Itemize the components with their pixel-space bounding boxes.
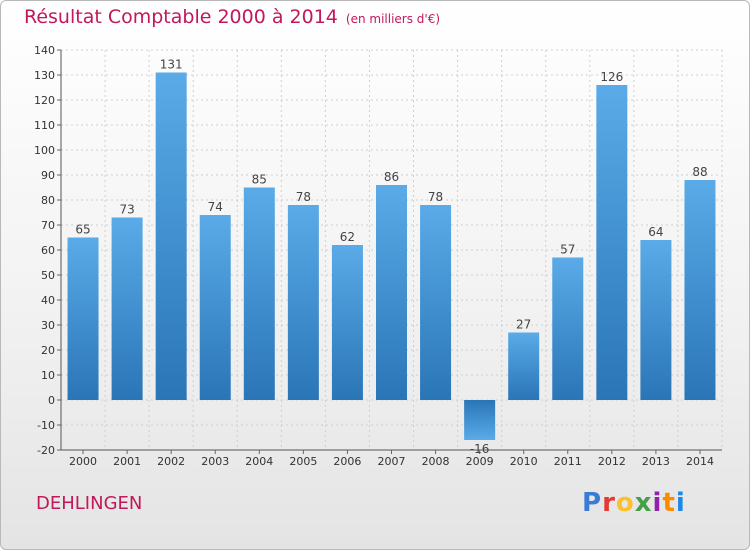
commune-name: DEHLINGEN xyxy=(36,493,143,514)
logo-letter: r xyxy=(602,488,616,518)
bar-value-label: 78 xyxy=(296,190,311,204)
y-tick-label: 140 xyxy=(34,44,55,57)
bar-value-label: 73 xyxy=(119,203,134,217)
bar xyxy=(287,205,319,400)
x-tick-label: 2012 xyxy=(598,455,626,468)
bar-value-label: 27 xyxy=(516,318,531,332)
y-tick-label: 0 xyxy=(48,394,55,407)
chart-title-text: Résultat Comptable 2000 à 2014 xyxy=(24,6,338,28)
bar xyxy=(420,205,452,400)
bar xyxy=(596,85,628,400)
logo-letter: P xyxy=(582,488,603,518)
bar xyxy=(464,400,496,440)
bar-value-label: 57 xyxy=(560,243,575,257)
bar xyxy=(155,72,187,400)
logo-letter: x xyxy=(634,488,653,518)
bar-layer xyxy=(67,72,716,440)
bar-value-label: 88 xyxy=(692,165,707,179)
x-tick-label: 2003 xyxy=(201,455,229,468)
y-tick-label: 110 xyxy=(34,119,55,132)
y-tick-label: 20 xyxy=(41,344,55,357)
y-tick-label: 90 xyxy=(41,169,55,182)
logo-letter: o xyxy=(615,488,635,518)
y-tick-label: 10 xyxy=(41,369,55,382)
x-tick-label: 2006 xyxy=(333,455,361,468)
bar-value-label: 126 xyxy=(600,70,623,84)
logo-letter: i xyxy=(652,488,663,518)
bar xyxy=(508,332,540,400)
bar xyxy=(111,217,143,400)
bar-value-label: -16 xyxy=(470,442,490,456)
bar xyxy=(331,245,363,400)
bar xyxy=(640,240,672,400)
y-tick-label: 30 xyxy=(41,319,55,332)
y-tick-label: -10 xyxy=(37,419,55,432)
axis-layer: -20 -10 0 10 20 30 40 50 60 70 80 90 100 110 120 130 140… xyxy=(34,44,722,468)
x-tick-label: 2014 xyxy=(686,455,714,468)
x-tick-label: 2011 xyxy=(554,455,582,468)
y-tick-label: 100 xyxy=(34,144,55,157)
x-tick-label: 2010 xyxy=(510,455,538,468)
bar-value-label: 64 xyxy=(648,225,663,239)
y-tick-label: 40 xyxy=(41,294,55,307)
x-tick-label: 2001 xyxy=(113,455,141,468)
chart-subtitle: (en milliers d'€) xyxy=(345,12,441,26)
proxiti-logo[interactable]: Proxiti xyxy=(582,488,686,518)
bar xyxy=(199,215,231,400)
y-tick-label: 60 xyxy=(41,244,55,257)
logo-letter: t xyxy=(662,488,676,518)
x-tick-label: 2008 xyxy=(422,455,450,468)
x-tick-label: 2007 xyxy=(378,455,406,468)
y-tick-label: 80 xyxy=(41,194,55,207)
y-tick-label: 120 xyxy=(34,94,55,107)
label-layer: 65 73 131 74 85 78 62 86 78 -16 27 57 126 64 88 xyxy=(75,58,707,457)
x-tick-label: 2005 xyxy=(289,455,317,468)
x-tick-label: 2000 xyxy=(69,455,97,468)
logo-letter: i xyxy=(675,488,686,518)
bar xyxy=(552,257,584,400)
chart-title: Résultat Comptable 2000 à 2014 (en millie… xyxy=(24,6,440,28)
bar-value-label: 78 xyxy=(428,190,443,204)
bar-value-label: 62 xyxy=(340,230,355,244)
x-tick-label: 2004 xyxy=(245,455,273,468)
bar-value-label: 74 xyxy=(208,200,223,214)
bar xyxy=(243,187,275,400)
bar xyxy=(376,185,407,400)
bar xyxy=(684,180,716,400)
y-tick-label: 130 xyxy=(34,69,55,82)
x-tick-label: 2009 xyxy=(466,455,494,468)
y-tick-label: 50 xyxy=(41,269,55,282)
y-tick-label: -20 xyxy=(37,444,55,457)
bar-value-label: 65 xyxy=(75,223,90,237)
bar-value-label: 86 xyxy=(384,170,399,184)
bar-value-label: 131 xyxy=(160,58,183,72)
x-tick-label: 2013 xyxy=(642,455,670,468)
x-tick-label: 2002 xyxy=(157,455,185,468)
bar xyxy=(67,237,99,400)
y-tick-label: 70 xyxy=(41,219,55,232)
bar-value-label: 85 xyxy=(252,173,267,187)
